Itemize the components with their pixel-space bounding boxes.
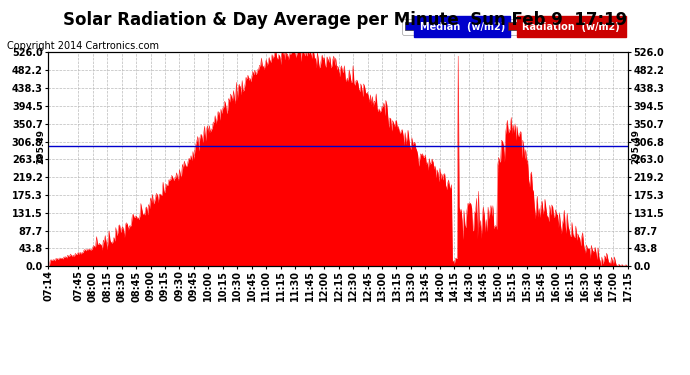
Text: Copyright 2014 Cartronics.com: Copyright 2014 Cartronics.com — [7, 41, 159, 51]
Legend: Median  (w/m2), Radiation  (w/m2): Median (w/m2), Radiation (w/m2) — [402, 19, 623, 35]
Text: 295.49: 295.49 — [37, 129, 46, 164]
Text: Solar Radiation & Day Average per Minute  Sun Feb 9  17:19: Solar Radiation & Day Average per Minute… — [63, 11, 627, 29]
Text: 295.49: 295.49 — [631, 129, 640, 164]
